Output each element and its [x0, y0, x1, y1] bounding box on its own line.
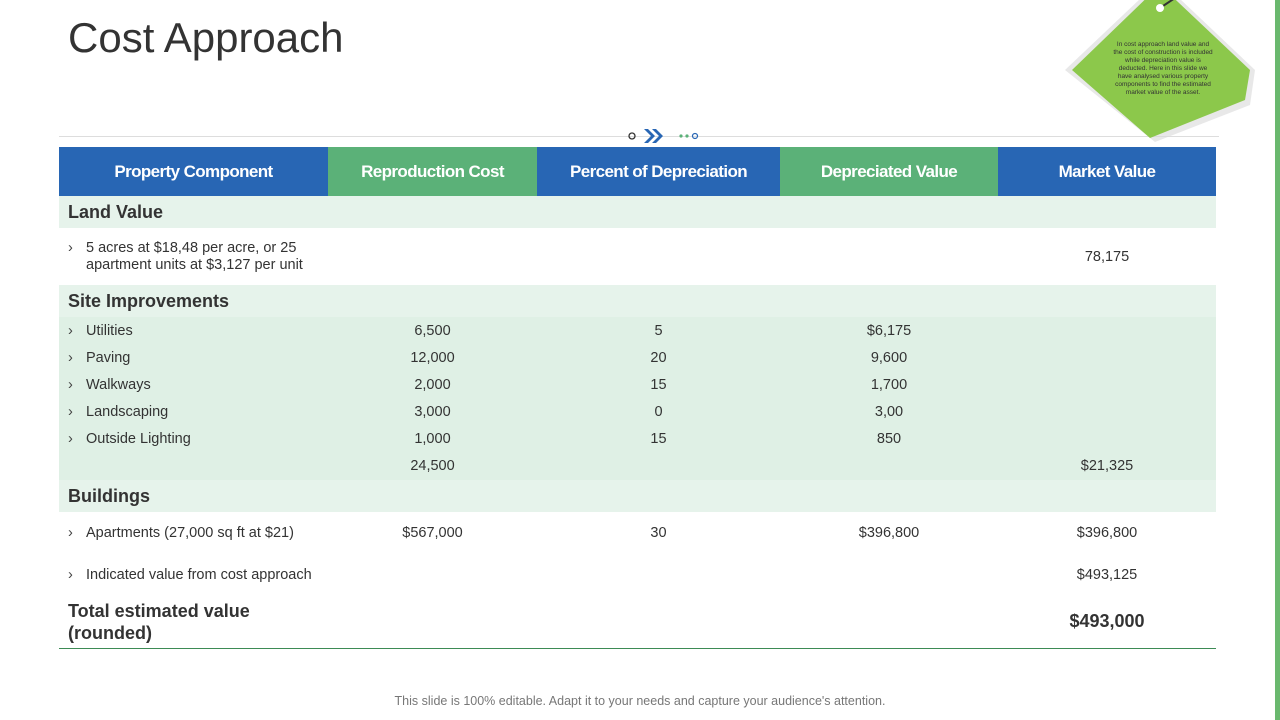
- table-header-row: Property Component Reproduction Cost Per…: [59, 147, 1216, 196]
- header-property-component: Property Component: [59, 147, 328, 196]
- row-label: Paving: [86, 349, 131, 366]
- header-percent-depreciation: Percent of Depreciation: [537, 147, 780, 196]
- depreciated-value-cell: $396,800: [858, 525, 920, 541]
- reproduction-cost-cell: 1,000: [328, 425, 537, 452]
- total-row: Total estimated value (rounded) $493,000: [59, 595, 1216, 649]
- callout-text: In cost approach land value and the cost…: [1113, 41, 1213, 96]
- depreciated-value-cell: $6,175: [780, 317, 998, 344]
- header-reproduction-cost: Reproduction Cost: [328, 147, 537, 196]
- table-row: › Walkways 2,000 15 1,700: [59, 371, 1216, 398]
- table-row: › Apartments (27,000 sq ft at $21) $567,0…: [59, 512, 1216, 554]
- chevron-right-icon: ›: [68, 525, 73, 541]
- table-row: › Landscaping 3,000 0 3,00: [59, 398, 1216, 425]
- chevron-right-icon: ›: [68, 239, 73, 256]
- indicated-value-label: Indicated value from cost approach: [86, 566, 312, 583]
- reproduction-cost-cell: 3,000: [328, 398, 537, 425]
- right-accent-bar: [1275, 0, 1280, 720]
- percent-depreciation-cell: 0: [537, 398, 780, 425]
- row-label: Outside Lighting: [86, 430, 191, 447]
- total-label-line1: Total estimated value: [68, 600, 250, 621]
- percent-depreciation-cell: 15: [537, 425, 780, 452]
- row-label: Utilities: [86, 322, 133, 339]
- site-total-market: $21,325: [998, 452, 1216, 480]
- row-label: Walkways: [86, 376, 151, 393]
- reproduction-cost-cell: 12,000: [328, 344, 537, 371]
- section-label-land: Land Value: [59, 196, 1216, 228]
- page-title: Cost Approach: [68, 14, 344, 61]
- section-label-site: Site Improvements: [59, 285, 1216, 317]
- section-row-buildings: Buildings: [59, 480, 1216, 512]
- header-market-value: Market Value: [998, 147, 1216, 196]
- percent-depreciation-cell: 20: [537, 344, 780, 371]
- section-row-site: Site Improvements: [59, 285, 1216, 317]
- table-row: › Outside Lighting 1,000 15 850: [59, 425, 1216, 452]
- depreciated-value-cell: 9,600: [780, 344, 998, 371]
- site-total-cost: 24,500: [328, 452, 537, 480]
- total-value: $493,000: [998, 595, 1216, 649]
- depreciated-value-cell: 850: [780, 425, 998, 452]
- site-total-row: 24,500 $21,325: [59, 452, 1216, 480]
- total-label: Total estimated value (rounded): [59, 595, 998, 649]
- reproduction-cost-cell: 2,000: [328, 371, 537, 398]
- land-item-line1: 5 acres at $18,48 per acre, or 25: [86, 239, 297, 256]
- depreciated-value-cell: 1,700: [780, 371, 998, 398]
- depreciated-value-cell: 3,00: [780, 398, 998, 425]
- cost-approach-table: Property Component Reproduction Cost Per…: [59, 147, 1216, 649]
- chevron-right-icon: ›: [68, 349, 73, 366]
- price-tag-icon: [1065, 0, 1255, 142]
- table-row: › 5 acres at $18,48 per acre, or 25 apartm…: [59, 228, 1216, 285]
- title-divider: [59, 136, 1219, 137]
- reproduction-cost-cell: 6,500: [328, 317, 537, 344]
- section-label-buildings: Buildings: [59, 480, 1216, 512]
- double-chevron-icon: [628, 129, 699, 143]
- percent-depreciation-cell: 15: [537, 371, 780, 398]
- percent-depreciation-cell: 5: [537, 317, 780, 344]
- reproduction-cost-cell: $567,000: [402, 525, 463, 541]
- chevron-right-icon: ›: [68, 403, 73, 420]
- footer-note: This slide is 100% editable. Adapt it to…: [394, 694, 886, 708]
- chevron-right-icon: ›: [68, 322, 73, 339]
- row-label: › 5 acres at $18,48 per acre, or 25 apartm…: [59, 228, 328, 285]
- row-label: Apartments (27,000 sq ft at $21): [86, 525, 294, 541]
- chevron-right-icon: ›: [68, 566, 73, 583]
- percent-depreciation-cell: 30: [650, 525, 667, 541]
- table-row: › Utilities 6,500 5 $6,175: [59, 317, 1216, 344]
- total-label-line2: (rounded): [68, 622, 152, 643]
- indicated-value-row: › Indicated value from cost approach $493…: [59, 554, 1216, 595]
- land-market-value: 78,175: [1084, 248, 1130, 265]
- land-item-line2: apartment units at $3,127 per unit: [86, 256, 303, 273]
- chevron-right-icon: ›: [68, 376, 73, 393]
- market-value-cell: $396,800: [1076, 525, 1138, 541]
- section-row-land: Land Value: [59, 196, 1216, 228]
- header-depreciated-value: Depreciated Value: [780, 147, 998, 196]
- table-row: › Paving 12,000 20 9,600: [59, 344, 1216, 371]
- chevron-right-icon: ›: [68, 430, 73, 447]
- indicated-value: $493,125: [1076, 566, 1138, 583]
- row-label: Landscaping: [86, 403, 169, 420]
